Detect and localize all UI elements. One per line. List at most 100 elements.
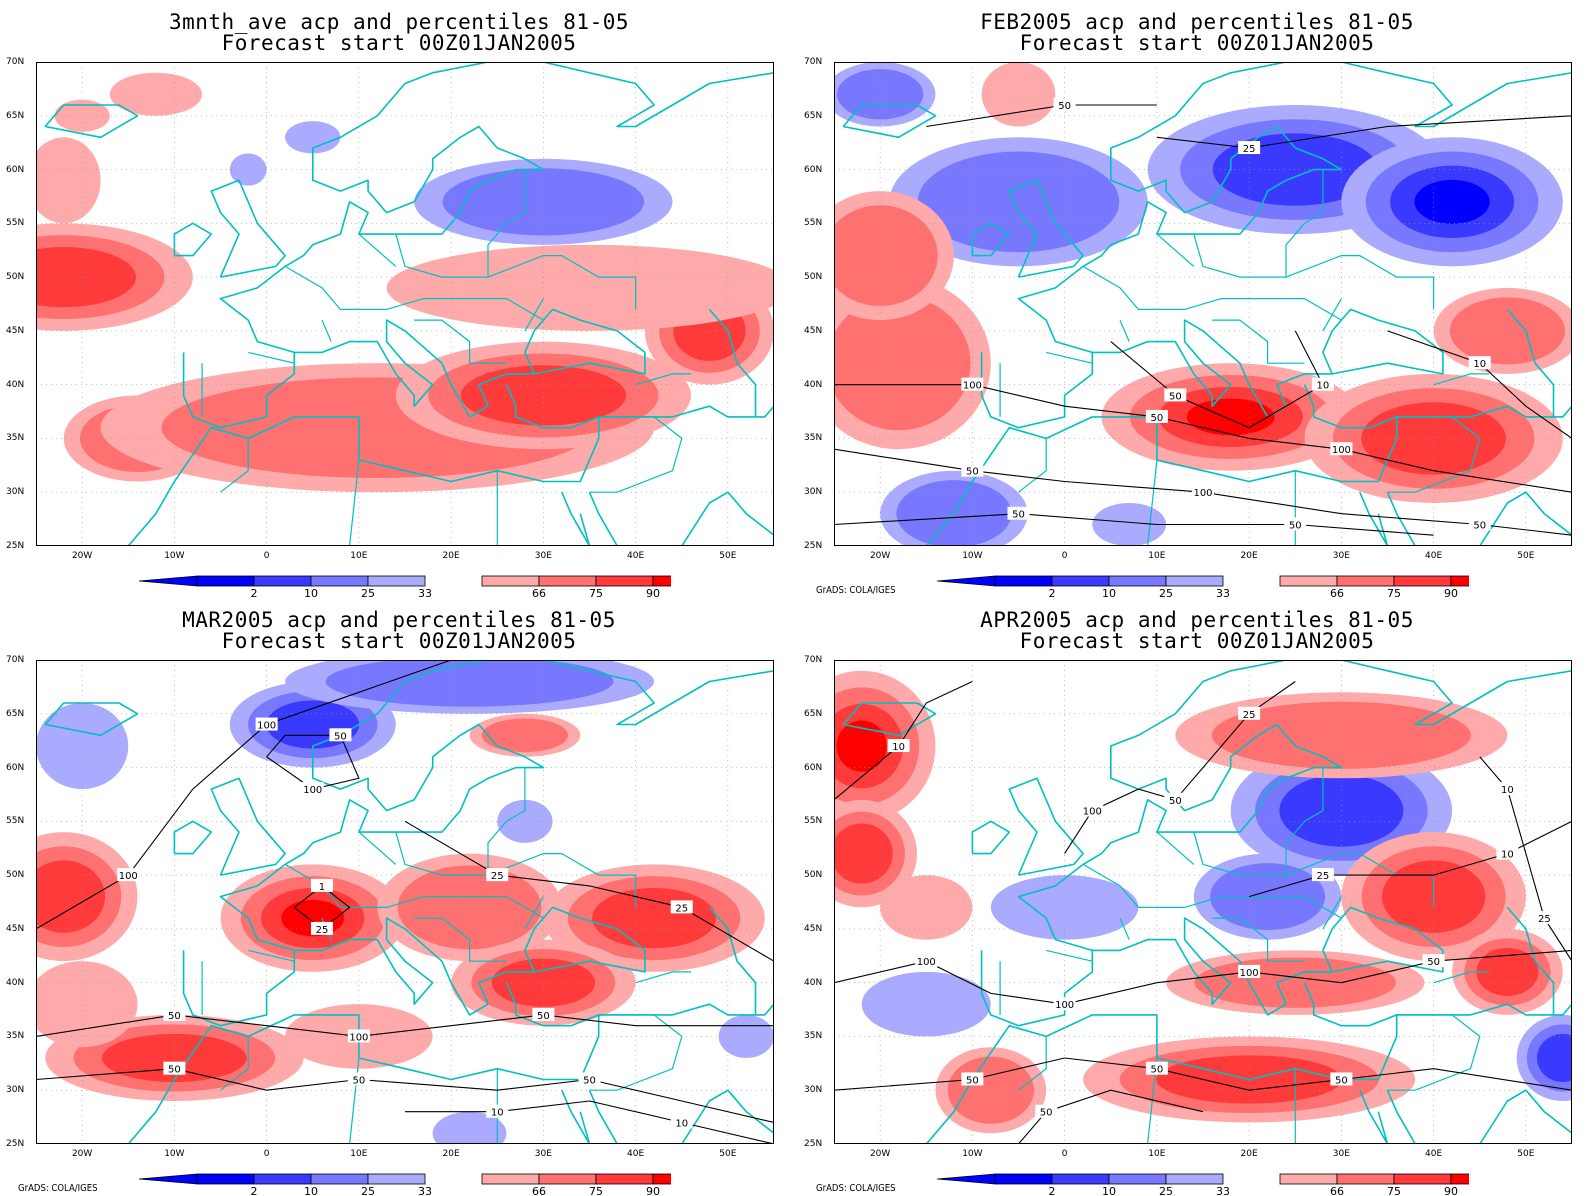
border-segment xyxy=(589,416,683,493)
panel-subtitle: Forecast start 00Z01JAN2005 xyxy=(221,31,577,55)
panel-3mnth-ave: 3mnth_ave acp and percentiles 81-05 Fore… xyxy=(0,0,798,598)
lon-tick-label: 20E xyxy=(1240,1149,1258,1159)
contour-label: 50 xyxy=(347,1072,370,1086)
border-segment xyxy=(1387,1014,1481,1091)
contour-label-text: 100 xyxy=(963,381,982,392)
contour-label: 100 xyxy=(1081,803,1104,818)
border-segment xyxy=(589,1014,683,1091)
border-segment xyxy=(1322,298,1342,332)
colorbar: 210253366759098 xyxy=(139,1173,671,1196)
wet-anomaly xyxy=(386,244,774,331)
colorbar-box xyxy=(1336,1173,1395,1185)
map-plot xyxy=(36,62,774,546)
lon-tick-label: 10E xyxy=(1148,551,1166,561)
lon-tick-label: 10W xyxy=(164,551,185,561)
dry-anomaly xyxy=(325,660,614,707)
panel-title: 3mnth_ave acp and percentiles 81-05 xyxy=(168,10,629,34)
contour-label: 50 xyxy=(329,728,352,742)
border-segment xyxy=(1387,416,1481,493)
contour-label: 50 xyxy=(961,463,984,478)
border-segment xyxy=(1018,438,1047,493)
lat-tick-label: 25N xyxy=(6,1139,25,1149)
border-segment xyxy=(1433,373,1489,386)
colorbar: 210253366759098 xyxy=(937,575,1469,598)
lon-tick-label: 20W xyxy=(71,1149,93,1159)
contour-line xyxy=(834,681,973,801)
colorbar-box xyxy=(1336,575,1395,587)
contour-label: 25 xyxy=(670,900,693,914)
contour-label: 100 xyxy=(117,868,140,882)
border-segment xyxy=(1156,831,1195,865)
lat-tick-label: 60N xyxy=(804,164,823,175)
colorbar-arrow-left xyxy=(937,1173,996,1185)
colorbar-label: 25 xyxy=(1159,587,1173,598)
border-segment xyxy=(524,896,544,930)
contour-label-text: 50 xyxy=(583,1075,596,1086)
contour-label-text: 50 xyxy=(1473,520,1486,531)
lat-tick-label: 45N xyxy=(804,923,823,934)
contour-line xyxy=(1248,820,1572,898)
contour-line xyxy=(1479,756,1572,962)
lon-tick-label: 40E xyxy=(1425,1149,1443,1159)
colorbar-label: 33 xyxy=(1216,1185,1230,1196)
lat-tick-label: 30N xyxy=(804,487,823,498)
lon-tick-label: 40E xyxy=(1425,551,1443,561)
contour-label-text: 50 xyxy=(1169,391,1182,402)
grads-credit: GrADS: COLA/IGES xyxy=(816,1183,896,1194)
panel-title: FEB2005 acp and percentiles 81-05 xyxy=(980,10,1414,34)
border-segment xyxy=(220,1036,249,1091)
contour-label-text: 50 xyxy=(1289,520,1302,531)
lon-tick-label: 40E xyxy=(627,1149,645,1159)
contour-label: 50 xyxy=(1007,506,1030,521)
contour-label-text: 50 xyxy=(1169,796,1182,807)
contour-label: 50 xyxy=(1330,1072,1353,1086)
wet-anomaly xyxy=(834,823,893,884)
colorbar-box xyxy=(1108,1173,1167,1185)
wet-anomaly xyxy=(1449,297,1565,365)
map-frame xyxy=(834,660,1572,1144)
border-segment xyxy=(635,373,691,386)
contour-label-text: 25 xyxy=(316,925,329,936)
lat-tick-label: 50N xyxy=(804,272,823,283)
lon-tick-label: 0 xyxy=(263,551,270,561)
dry-anomaly xyxy=(917,151,1120,253)
border-segment xyxy=(1046,351,1093,364)
colorbar-box xyxy=(652,575,671,587)
colorbar-label: 75 xyxy=(589,587,603,598)
borders xyxy=(999,169,1489,546)
lat-tick-label: 40N xyxy=(804,977,823,988)
colorbar-box xyxy=(1051,1173,1110,1185)
colorbar-label: 75 xyxy=(1387,587,1401,598)
lat-tick-label: 65N xyxy=(6,110,25,121)
panel-subtitle: Forecast start 00Z01JAN2005 xyxy=(221,629,577,653)
lon-tick-label: 50E xyxy=(1517,551,1535,561)
colorbar-box xyxy=(310,1173,369,1185)
border-segment xyxy=(1285,853,1435,908)
contour-label: 100 xyxy=(301,782,324,796)
border-segment xyxy=(1018,1036,1047,1091)
contour-label-text: 10 xyxy=(1473,359,1486,370)
contour-line xyxy=(834,513,1434,536)
colorbar-label: 90 xyxy=(1444,1185,1458,1196)
coastline xyxy=(44,62,774,546)
contour-label-text: 100 xyxy=(1083,807,1102,818)
coast-segment xyxy=(182,62,774,429)
contour-label-text: 100 xyxy=(1193,488,1212,499)
lon-tick-label: 0 xyxy=(1061,551,1068,561)
lat-tick-label: 60N xyxy=(6,762,25,773)
contour-label-text: 100 xyxy=(119,871,138,882)
lon-tick-label: 20E xyxy=(442,1149,460,1159)
wet-anomaly xyxy=(880,875,973,940)
colorbar-label: 90 xyxy=(646,1185,660,1196)
contour-label: 1 xyxy=(310,878,333,893)
lon-tick-label: 0 xyxy=(263,1149,270,1159)
contour-label-text: 100 xyxy=(917,957,936,968)
border-segment xyxy=(284,265,544,321)
contour-label: 100 xyxy=(1192,485,1214,499)
lon-tick-label: 10E xyxy=(1148,1149,1166,1159)
colorbar-box xyxy=(253,1173,312,1185)
contour-label-text: 25 xyxy=(1538,914,1551,925)
dry-anomaly xyxy=(836,69,924,120)
colorbar-label: 66 xyxy=(1330,587,1344,598)
colorbar-label: 33 xyxy=(1216,587,1230,598)
